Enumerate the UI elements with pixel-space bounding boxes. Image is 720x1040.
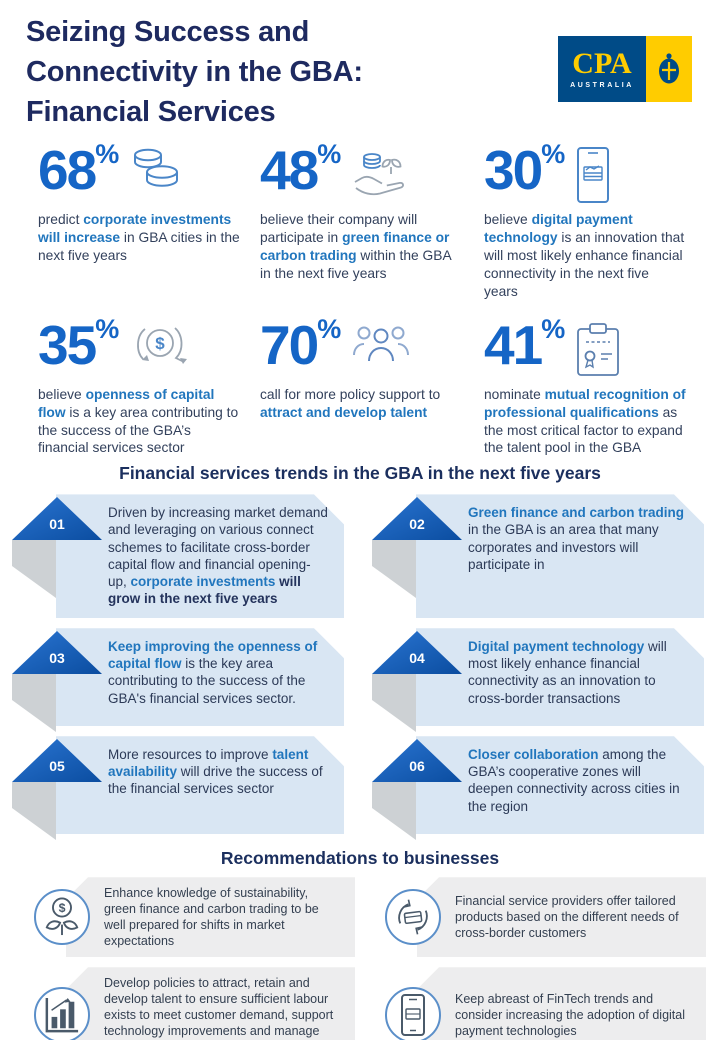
stat-description: believe digital payment technology is an… [484, 212, 685, 299]
stat-value: 35% [38, 313, 120, 376]
trend-arrow-shape [372, 631, 462, 733]
page-title-line: Seizing Success and [26, 16, 310, 48]
recommendations-grid: $ Enhance knowledge of sustainability, g… [0, 869, 720, 1040]
trend-arrow-shape [12, 739, 102, 841]
trends-grid: 01 Driven by increasing market demand an… [0, 484, 720, 841]
rec-item-talent-policy: Develop policies to attract, retain and … [34, 967, 355, 1040]
green-finance-hand-icon [354, 153, 405, 196]
trend-text: Driven by increasing market demand and l… [56, 494, 344, 618]
rec-text: Develop policies to attract, retain and … [66, 967, 355, 1040]
stat-card-capital-flow: 35% $ believe openness of capital flow i… [38, 313, 260, 458]
trend-arrow-shape [372, 739, 462, 841]
stat-value: 68% [38, 139, 120, 202]
stat-value: 41% [484, 313, 566, 376]
stat-card-qualifications: 41% nominate mutual recognition of profe… [484, 313, 714, 458]
page-title-line: Financial Services [26, 96, 276, 129]
capital-flow-dollar-icon: $ [137, 326, 188, 364]
trend-item-04: 04 Digital payment technology will most … [370, 628, 704, 733]
trend-text: Digital payment technology will most lik… [416, 628, 704, 726]
trend-arrow-shape [12, 631, 102, 733]
stat-header: 68% [38, 139, 260, 206]
trend-item-03: 03 Keep improving the openness of capita… [10, 628, 344, 733]
stat-header: 48% [260, 139, 484, 206]
stat-value: 30% [484, 139, 566, 202]
stat-description: believe openness of capital flow is a ke… [38, 386, 239, 456]
stat-header: 70% [260, 313, 484, 381]
tailored-products-cycle-icon [398, 899, 428, 935]
talent-people-icon [353, 326, 410, 361]
percent-sign: % [541, 139, 566, 170]
trend-arrow-shape [12, 497, 102, 599]
logo-australia-text: AUSTRALIA [570, 82, 634, 89]
rec-text: Enhance knowledge of sustainability, gre… [66, 877, 355, 958]
recommendations-section: Recommendations to businesses $ Enhance … [0, 848, 720, 1040]
digital-payment-phone-icon [577, 147, 610, 204]
percent-sign: % [317, 139, 342, 170]
trend-number-badge: 02 [409, 516, 425, 533]
percent-sign: % [95, 139, 120, 170]
cpa-australia-logo: CPA AUSTRALIA [558, 36, 692, 102]
header: Seizing Success and Connectivity in the … [0, 0, 720, 132]
stat-description: believe their company will participate i… [260, 212, 451, 281]
trend-number-badge: 01 [49, 516, 65, 533]
trend-item-01: 01 Driven by increasing market demand an… [10, 494, 344, 618]
icon-circle [34, 987, 90, 1040]
rec-item-tailored-products: Financial service providers offer tailor… [385, 877, 706, 958]
coins-icon [134, 148, 179, 187]
svg-text:$: $ [59, 901, 66, 915]
qualification-certificate-icon [577, 322, 620, 376]
trend-number-badge: 05 [49, 758, 65, 775]
stat-header: 41% [484, 313, 714, 381]
icon-circle [385, 889, 441, 946]
rec-text: Keep abreast of FinTech trends and consi… [417, 967, 706, 1040]
stat-header: 30% [484, 139, 714, 206]
talent-policy-chart-icon [45, 998, 79, 1033]
icon-circle [385, 987, 441, 1040]
trend-item-05: 05 More resources to improve talent avai… [10, 736, 344, 841]
percent-sign: % [541, 313, 566, 344]
percent-sign: % [317, 313, 342, 344]
fintech-phone-icon [401, 994, 425, 1037]
stat-header: 35% $ [38, 313, 260, 381]
cpa-crest-icon [659, 53, 679, 84]
trend-arrow-shape [372, 497, 462, 599]
icon-circle: $ [34, 889, 90, 946]
stat-card-digital-payment: 30% believe digital payment technology i… [484, 139, 714, 301]
trend-item-06: 06 Closer collaboration among the GBA’s … [370, 736, 704, 841]
stat-value: 70% [260, 313, 342, 376]
logo-blue-panel: CPA AUSTRALIA [558, 36, 646, 102]
sustainability-coin-leaf-icon: $ [45, 897, 79, 936]
stat-value: 48% [260, 139, 342, 202]
trend-number-badge: 04 [409, 650, 425, 667]
trend-number-badge: 03 [49, 650, 65, 667]
trends-section-title: Financial services trends in the GBA in … [119, 463, 601, 484]
trends-section: Financial services trends in the GBA in … [0, 463, 720, 841]
rec-text: Financial service providers offer tailor… [417, 877, 706, 958]
logo-cpa-text: CPA [572, 47, 632, 80]
page-title-line: Connectivity in the GBA: [26, 56, 363, 89]
trend-text: Keep improving the openness of capital f… [56, 628, 344, 726]
stat-description: predict corporate investments will incre… [38, 212, 240, 263]
recommendations-section-title: Recommendations to businesses [220, 848, 500, 869]
stat-description: call for more policy support to attract … [260, 386, 441, 420]
trend-text: Closer collaboration among the GBA’s coo… [416, 736, 704, 834]
percent-sign: % [95, 313, 120, 344]
trend-text: Green finance and carbon trading in the … [416, 494, 704, 618]
trend-text: More resources to improve talent availab… [56, 736, 344, 834]
svg-text:$: $ [155, 334, 165, 353]
rec-item-fintech: Keep abreast of FinTech trends and consi… [385, 967, 706, 1040]
stat-card-corporate-investments: 68% predict corporate investments will i… [38, 139, 260, 301]
rec-item-sustainability: $ Enhance knowledge of sustainability, g… [34, 877, 355, 958]
trend-number-badge: 06 [409, 758, 425, 775]
page-title: Seizing Success and Connectivity in the … [26, 12, 363, 132]
stat-card-talent: 70% call for more policy support to attr… [260, 313, 484, 458]
stats-grid: 68% predict corporate investments will i… [0, 132, 720, 457]
logo-yellow-panel [646, 36, 692, 102]
stat-description: nominate mutual recognition of professio… [484, 386, 686, 456]
stat-card-green-finance: 48% believe their com [260, 139, 484, 301]
trend-item-02: 02 Green finance and carbon trading in t… [370, 494, 704, 618]
